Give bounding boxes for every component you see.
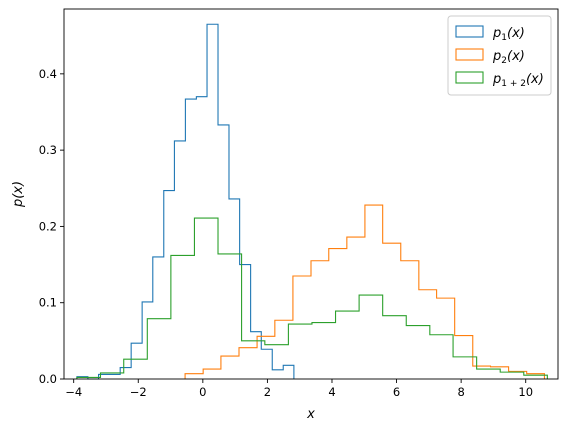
legend-swatch-1 — [455, 25, 484, 38]
legend-label-2: p2(x) — [492, 49, 525, 66]
tick-layer: −4 −2 0 2 4 6 8 10 0.0 0.1 0.2 0.3 0.4 — [39, 67, 533, 399]
legend: p1(x) p2(x) p1 + 2(x) — [447, 15, 552, 96]
legend-label-3: p1 + 2(x) — [492, 72, 544, 89]
x-axis-label: x — [306, 407, 315, 422]
plot-area — [76, 23, 548, 380]
y-tick-label: 0.4 — [39, 67, 57, 81]
series-step-3 — [76, 217, 548, 379]
series-step-1 — [76, 23, 295, 380]
x-tick-label: 6 — [393, 385, 400, 399]
x-tick-label: 10 — [518, 385, 533, 399]
legend-swatch-3 — [455, 71, 484, 84]
x-tick-label: −4 — [65, 385, 82, 399]
x-tick-label: 0 — [199, 385, 206, 399]
y-tick-label: 0.2 — [39, 219, 57, 233]
legend-swatch-2 — [455, 48, 484, 61]
legend-box — [447, 15, 552, 96]
x-tick-label: −2 — [130, 385, 147, 399]
y-tick-label: 0.3 — [39, 143, 57, 157]
x-tick-label: 8 — [457, 385, 464, 399]
series-step-2 — [184, 204, 545, 379]
legend-label-1: p1(x) — [492, 26, 525, 43]
x-tick-label: 4 — [328, 385, 335, 399]
axes-frame — [63, 8, 559, 380]
x-tick-label: 2 — [264, 385, 271, 399]
y-tick-label: 0.0 — [39, 372, 57, 386]
y-axis-label: p(x) — [11, 181, 26, 208]
y-tick-label: 0.1 — [39, 296, 57, 310]
